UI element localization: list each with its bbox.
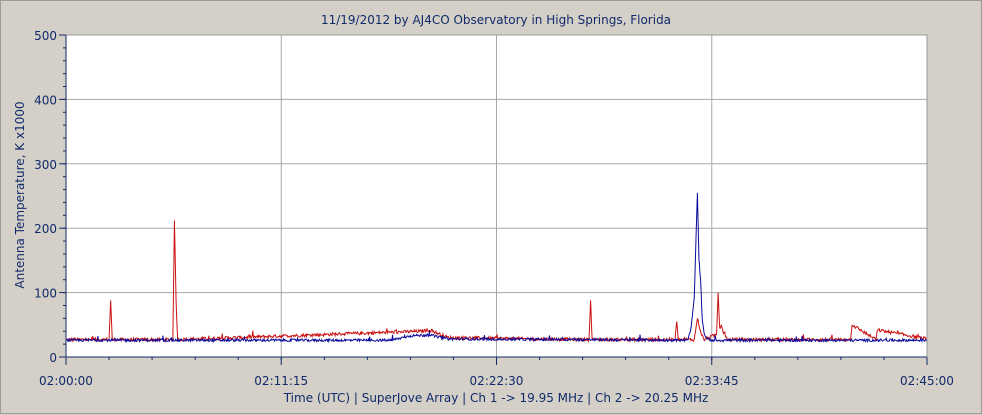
x-tick-label: 02:00:00 bbox=[39, 374, 93, 388]
y-tick-label: 300 bbox=[34, 158, 57, 172]
x-tick-label: 02:22:30 bbox=[470, 374, 524, 388]
y-tick-label: 100 bbox=[34, 287, 57, 301]
y-tick-label: 0 bbox=[49, 351, 57, 365]
y-tick-label: 200 bbox=[34, 222, 57, 236]
y-tick-label: 500 bbox=[34, 29, 57, 43]
chart-title: 11/19/2012 by AJ4CO Observatory in High … bbox=[321, 13, 671, 27]
x-axis-label: Time (UTC) | SuperJove Array | Ch 1 -> 1… bbox=[283, 391, 709, 405]
x-tick-label: 02:11:15 bbox=[254, 374, 308, 388]
y-tick-label: 400 bbox=[34, 93, 57, 107]
y-axis-label: Antenna Temperature, K x1000 bbox=[13, 101, 27, 288]
x-tick-label: 02:45:00 bbox=[900, 374, 954, 388]
x-tick-label: 02:33:45 bbox=[685, 374, 739, 388]
series-line-ch2 bbox=[65, 192, 928, 344]
